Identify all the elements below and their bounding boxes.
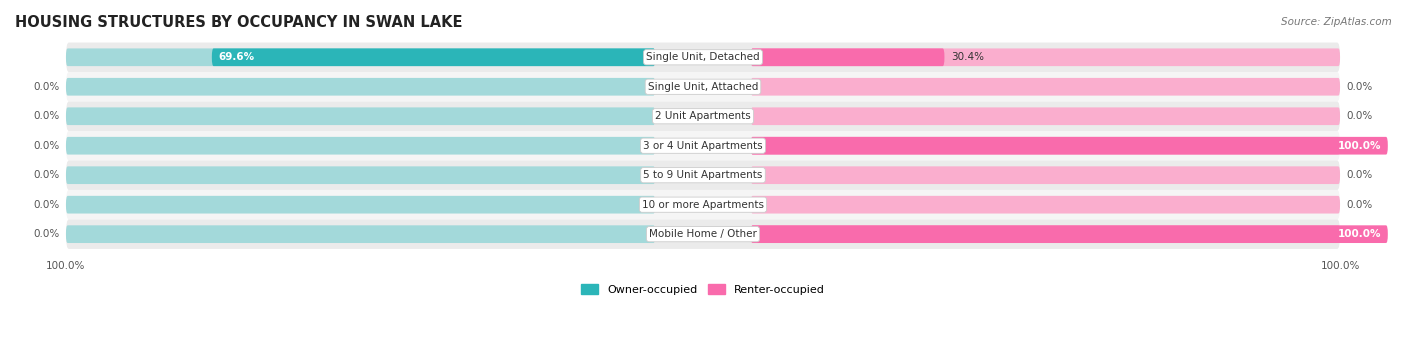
FancyBboxPatch shape xyxy=(66,196,655,213)
Text: 0.0%: 0.0% xyxy=(1347,170,1372,180)
Text: 0.0%: 0.0% xyxy=(34,141,59,151)
Text: 69.6%: 69.6% xyxy=(218,52,254,62)
FancyBboxPatch shape xyxy=(66,225,655,243)
FancyBboxPatch shape xyxy=(751,166,1340,184)
FancyBboxPatch shape xyxy=(751,225,1388,243)
FancyBboxPatch shape xyxy=(66,137,655,154)
Text: 0.0%: 0.0% xyxy=(34,82,59,92)
Text: 2 Unit Apartments: 2 Unit Apartments xyxy=(655,111,751,121)
Text: 0.0%: 0.0% xyxy=(34,200,59,210)
FancyBboxPatch shape xyxy=(66,107,655,125)
FancyBboxPatch shape xyxy=(751,48,945,66)
Text: 10 or more Apartments: 10 or more Apartments xyxy=(643,200,763,210)
FancyBboxPatch shape xyxy=(66,102,1340,131)
Text: 0.0%: 0.0% xyxy=(1347,82,1372,92)
FancyBboxPatch shape xyxy=(66,131,1340,161)
FancyBboxPatch shape xyxy=(66,166,655,184)
Text: 0.0%: 0.0% xyxy=(1347,111,1372,121)
Text: 100.0%: 100.0% xyxy=(1339,141,1382,151)
Text: 3 or 4 Unit Apartments: 3 or 4 Unit Apartments xyxy=(643,141,763,151)
FancyBboxPatch shape xyxy=(751,137,1340,154)
FancyBboxPatch shape xyxy=(66,78,655,95)
Legend: Owner-occupied, Renter-occupied: Owner-occupied, Renter-occupied xyxy=(581,284,825,295)
FancyBboxPatch shape xyxy=(751,137,1388,154)
Text: HOUSING STRUCTURES BY OCCUPANCY IN SWAN LAKE: HOUSING STRUCTURES BY OCCUPANCY IN SWAN … xyxy=(15,15,463,30)
FancyBboxPatch shape xyxy=(66,190,1340,219)
FancyBboxPatch shape xyxy=(66,219,1340,249)
Text: 30.4%: 30.4% xyxy=(950,52,984,62)
FancyBboxPatch shape xyxy=(751,196,1340,213)
FancyBboxPatch shape xyxy=(212,48,655,66)
FancyBboxPatch shape xyxy=(751,107,1340,125)
FancyBboxPatch shape xyxy=(751,48,1340,66)
FancyBboxPatch shape xyxy=(751,78,1340,95)
Text: 0.0%: 0.0% xyxy=(1347,200,1372,210)
FancyBboxPatch shape xyxy=(751,225,1340,243)
Text: Single Unit, Attached: Single Unit, Attached xyxy=(648,82,758,92)
FancyBboxPatch shape xyxy=(66,72,1340,102)
Text: Source: ZipAtlas.com: Source: ZipAtlas.com xyxy=(1281,17,1392,27)
FancyBboxPatch shape xyxy=(66,43,1340,72)
FancyBboxPatch shape xyxy=(66,48,655,66)
Text: Single Unit, Detached: Single Unit, Detached xyxy=(647,52,759,62)
FancyBboxPatch shape xyxy=(66,161,1340,190)
Text: 0.0%: 0.0% xyxy=(34,170,59,180)
Text: 0.0%: 0.0% xyxy=(34,111,59,121)
Text: Mobile Home / Other: Mobile Home / Other xyxy=(650,229,756,239)
Text: 5 to 9 Unit Apartments: 5 to 9 Unit Apartments xyxy=(644,170,762,180)
Text: 100.0%: 100.0% xyxy=(1339,229,1382,239)
Text: 0.0%: 0.0% xyxy=(34,229,59,239)
